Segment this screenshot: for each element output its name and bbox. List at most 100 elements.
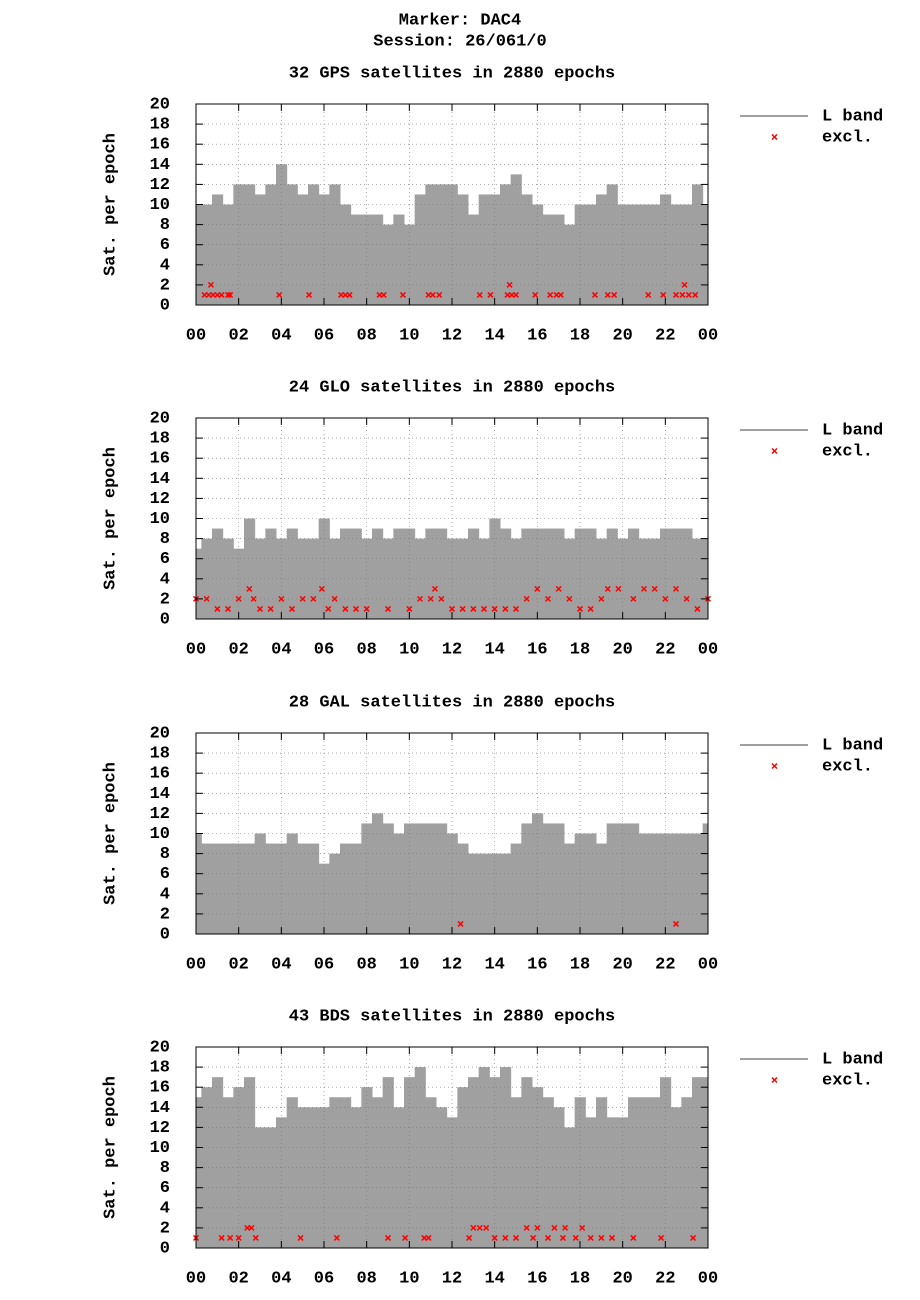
excluded-marker [502, 1234, 509, 1241]
area-step [510, 843, 522, 934]
area-step [308, 538, 320, 619]
excluded-marker [425, 1234, 432, 1241]
excluded-marker [512, 291, 520, 298]
excluded-marker [288, 605, 296, 612]
y-tick-label: 4 [160, 885, 170, 904]
legend-label: L band [822, 107, 883, 126]
excluded-marker [672, 920, 680, 927]
area-step [222, 1097, 234, 1248]
x-tick-label: 10 [399, 1269, 419, 1288]
excluded-marker [604, 585, 611, 592]
excluded-marker [576, 605, 584, 612]
excluded-marker [235, 595, 242, 602]
area-step [286, 833, 298, 934]
excluded-marker [692, 291, 699, 298]
area-step [196, 833, 202, 934]
x-tick-label: 00 [698, 640, 718, 659]
excluded-marker [587, 605, 594, 612]
excluded-marker [227, 1234, 234, 1241]
area-step [606, 823, 618, 934]
excluded-marker [429, 291, 436, 298]
area-step [244, 1077, 256, 1248]
y-tick-label: 8 [160, 216, 170, 235]
area-step [425, 528, 437, 619]
x-tick-label: 08 [356, 955, 376, 974]
x-tick-label: 08 [356, 1269, 376, 1288]
x-tick-label: 20 [612, 326, 632, 345]
excluded-marker [248, 1224, 255, 1231]
area-step [606, 528, 618, 619]
area-step [446, 833, 458, 934]
excluded-marker [672, 585, 680, 592]
area-step [436, 823, 448, 934]
excluded-marker [683, 595, 690, 602]
excluded-marker [544, 1234, 552, 1241]
area-step [329, 1097, 341, 1248]
excluded-marker [611, 291, 618, 298]
x-tick-label: 04 [271, 326, 291, 345]
y-tick-label: 14 [150, 785, 170, 804]
excluded-marker [342, 605, 349, 612]
area-step [350, 528, 362, 619]
y-tick-label: 8 [160, 530, 170, 549]
y-tick-label: 2 [160, 1219, 170, 1238]
excluded-marker [466, 1234, 473, 1241]
area-step [297, 1107, 309, 1248]
area-step [340, 843, 352, 934]
excluded-marker [306, 291, 313, 298]
excluded-marker [502, 605, 509, 612]
excluded-marker [523, 1224, 530, 1231]
excluded-marker [562, 1224, 569, 1231]
area-step [254, 194, 266, 305]
x-tick-label: 12 [442, 640, 462, 659]
excluded-marker [427, 595, 434, 602]
excluded-marker [310, 595, 317, 602]
excluded-marker [604, 291, 611, 298]
area-step [585, 833, 597, 934]
area-step [617, 204, 629, 305]
y-tick-label: 10 [150, 196, 170, 215]
marker-title: Marker: DAC4 [399, 11, 521, 30]
area-step [468, 1077, 480, 1248]
area-step [553, 823, 565, 934]
excluded-marker [559, 1234, 566, 1241]
area-step [361, 823, 373, 934]
excluded-marker [476, 1224, 483, 1231]
excluded-marker [299, 595, 306, 602]
area-step [404, 528, 416, 619]
x-tick-label: 18 [570, 640, 590, 659]
area-step [468, 528, 480, 619]
area-step [361, 214, 373, 305]
plot-area [196, 164, 709, 305]
area-step [212, 194, 224, 305]
area-step [393, 214, 405, 305]
excluded-marker [352, 605, 360, 612]
area-step [457, 194, 469, 305]
area-step [553, 1107, 565, 1248]
area-step [500, 1067, 512, 1248]
area-step [702, 204, 709, 305]
area-step [585, 204, 597, 305]
area-step [628, 1097, 640, 1248]
excluded-marker [250, 595, 257, 602]
area-step [425, 1097, 437, 1248]
x-tick-label: 20 [612, 955, 632, 974]
area-step [649, 204, 661, 305]
excluded-marker [399, 291, 406, 298]
excluded-marker [416, 595, 424, 602]
y-tick-label: 0 [160, 925, 170, 944]
y-tick-label: 2 [160, 276, 170, 295]
y-axis-label: Sat. per epoch [101, 1076, 120, 1219]
area-step [574, 204, 586, 305]
legend-marker [771, 447, 778, 455]
area-step [318, 863, 330, 934]
area-step [681, 1097, 693, 1248]
excluded-marker [685, 291, 692, 298]
area-step [308, 184, 320, 305]
area-step [196, 548, 202, 619]
area-step [521, 823, 533, 934]
excluded-marker [470, 605, 477, 612]
area-step [196, 1097, 202, 1248]
excluded-marker [660, 291, 667, 298]
